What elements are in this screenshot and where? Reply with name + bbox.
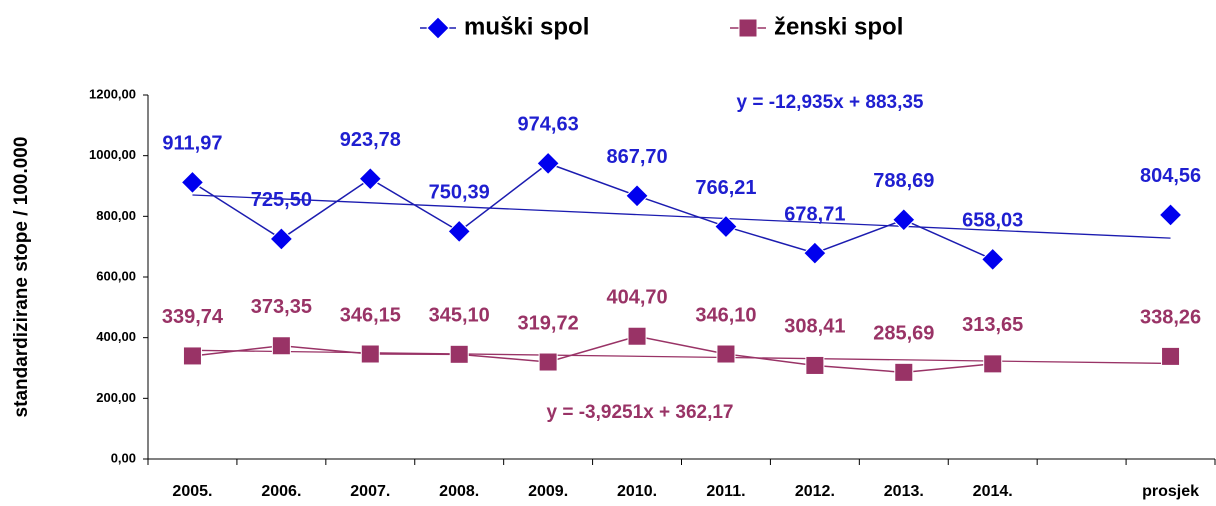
x-tick-label: prosjek (1142, 483, 1199, 500)
data-label: 308,41 (784, 316, 845, 338)
data-point (983, 354, 1003, 374)
series-line (192, 163, 1170, 259)
data-point (536, 151, 560, 176)
data-point (271, 336, 291, 356)
trend-line (192, 194, 1171, 239)
data-label: 678,71 (784, 203, 845, 225)
data-label: 313,65 (962, 314, 1023, 336)
data-label: 867,70 (606, 146, 667, 168)
data-point (805, 355, 825, 375)
trend-equation: y = -12,935x + 883,35 (737, 92, 924, 113)
series-line (192, 336, 1170, 372)
data-point (360, 344, 380, 364)
y-tick-label: 1200,00 (89, 86, 136, 101)
data-label: 974,63 (518, 114, 579, 136)
y-tick-label: 200,00 (96, 390, 136, 405)
data-label: 911,97 (162, 133, 222, 155)
x-tick-label: 2012. (795, 483, 835, 500)
data-point (180, 170, 205, 195)
data-point (1158, 203, 1183, 227)
x-tick-label: 2014. (973, 483, 1013, 500)
data-point (627, 326, 647, 346)
data-point (1161, 346, 1181, 366)
data-label: 804,56 (1140, 165, 1201, 187)
y-tick-label: 800,00 (96, 208, 136, 223)
data-point (803, 241, 827, 265)
x-tick-label: 2009. (528, 483, 568, 500)
data-label: 658,03 (962, 210, 1023, 232)
x-tick-label: 2008. (439, 483, 479, 500)
x-tick-label: 2013. (884, 483, 924, 500)
data-point (538, 352, 558, 372)
data-point (449, 344, 469, 364)
data-point (714, 214, 738, 239)
data-label: 788,69 (873, 170, 934, 192)
data-label: 404,70 (606, 287, 667, 309)
data-point (716, 344, 736, 364)
trend-line (192, 349, 1171, 365)
data-label: 750,39 (429, 182, 490, 204)
data-point (981, 247, 1005, 272)
trend-equation: y = -3,9251x + 362,17 (547, 402, 734, 423)
data-label: 319,72 (518, 312, 579, 334)
y-axis-label: standardizirane stope / 100.000 (11, 137, 32, 418)
data-point (894, 362, 914, 382)
data-point (625, 184, 649, 208)
data-label: 766,21 (695, 177, 756, 199)
data-label: 345,10 (429, 305, 490, 327)
data-label: 346,10 (695, 304, 756, 326)
y-tick-label: 0,00 (111, 450, 136, 465)
legend-label: muški spol (464, 13, 589, 40)
data-label: 923,78 (340, 129, 401, 151)
data-label: 346,15 (340, 304, 401, 326)
data-label: 725,50 (251, 189, 312, 211)
data-label: 339,74 (162, 306, 224, 328)
data-label: 338,26 (1140, 307, 1201, 329)
y-tick-label: 400,00 (96, 329, 136, 344)
data-label: 373,35 (251, 296, 312, 318)
legend-marker (426, 16, 450, 40)
data-point (892, 208, 916, 232)
y-tick-label: 1000,00 (89, 147, 136, 162)
data-label: 285,69 (873, 323, 934, 345)
data-point (447, 219, 471, 244)
x-tick-label: 2005. (172, 483, 212, 500)
legend-marker (738, 18, 758, 38)
y-tick-label: 600,00 (96, 268, 136, 283)
data-point (182, 346, 202, 366)
x-tick-label: 2007. (350, 483, 390, 500)
data-point (358, 167, 382, 191)
x-tick-label: 2006. (261, 483, 301, 500)
x-tick-label: 2010. (617, 483, 657, 500)
data-point (269, 227, 294, 251)
x-tick-label: 2011. (706, 483, 745, 500)
legend-label: ženski spol (774, 13, 903, 40)
